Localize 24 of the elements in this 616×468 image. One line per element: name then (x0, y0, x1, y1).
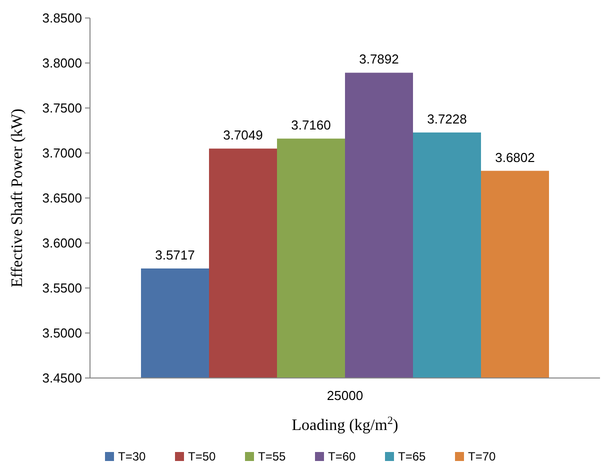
legend-label: T=60 (328, 450, 356, 464)
y-tick-label: 3.6500 (42, 190, 82, 206)
x-axis-title: Loading (kg/m$^{2}$) (292, 415, 398, 434)
y-tick-label: 3.7000 (42, 146, 82, 161)
data-label: 3.7160 (291, 118, 331, 133)
y-tick-label: 3.5500 (42, 280, 82, 296)
y-tick-label: 3.7500 (42, 100, 82, 116)
y-tick-label: 3.6000 (42, 236, 82, 251)
x-tick-label: 25000 (326, 388, 364, 403)
legend-label: T=65 (398, 450, 426, 464)
legend-label: T=55 (258, 450, 286, 464)
data-label: 3.6802 (495, 150, 535, 165)
legend-label: T=70 (468, 450, 496, 464)
legend-label: T=30 (118, 450, 146, 464)
y-tick-label: 3.5000 (42, 326, 82, 341)
data-label: 3.5717 (155, 247, 195, 262)
legend-label: T=50 (188, 450, 216, 464)
data-label: 3.7228 (427, 111, 467, 126)
data-label: 3.7892 (359, 52, 399, 67)
y-tick-label: 3.4500 (42, 370, 82, 386)
y-axis-title: Effective Shaft Power (kW) (9, 108, 26, 288)
data-label: 3.7049 (223, 128, 263, 143)
y-tick-label: 3.8500 (42, 10, 82, 26)
y-tick-label: 3.8000 (42, 56, 82, 71)
